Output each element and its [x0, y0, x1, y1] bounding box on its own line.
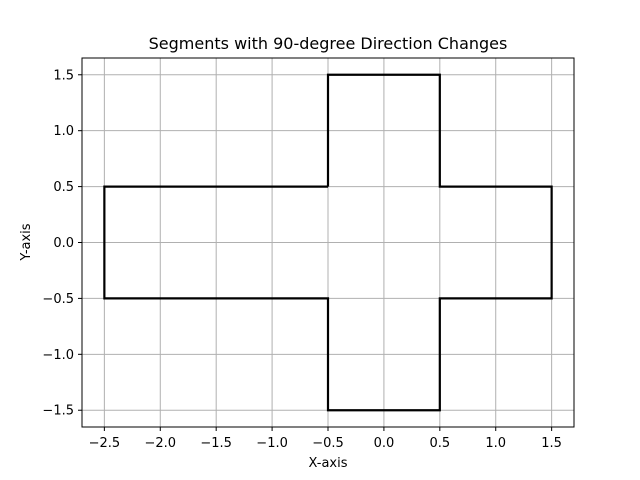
y-tick-label: −0.5 — [42, 292, 74, 307]
series-line — [103, 73, 553, 412]
y-axis-label: Y-axis — [19, 223, 34, 261]
x-axis-ticks: −2.5 −2.0 −1.5 −1.0 −0.5 0.0 0.5 1.0 1.5 — [89, 427, 562, 451]
x-tick-label: −1.5 — [200, 436, 232, 451]
x-tick-label: −2.0 — [144, 436, 176, 451]
x-tick-label: 1.0 — [485, 436, 506, 451]
y-tick-label: −1.0 — [42, 348, 74, 363]
y-tick-label: 0.5 — [53, 180, 74, 195]
y-tick-label: 0.0 — [53, 236, 74, 251]
x-tick-label: 0.5 — [429, 436, 450, 451]
x-axis-label: X-axis — [309, 456, 348, 471]
x-tick-label: −2.5 — [89, 436, 121, 451]
y-axis-ticks: −1.5 −1.0 −0.5 0.0 0.5 1.0 1.5 — [42, 68, 82, 419]
y-tick-label: 1.5 — [53, 68, 74, 83]
y-tick-label: −1.5 — [42, 404, 74, 419]
x-tick-label: −0.5 — [312, 436, 344, 451]
x-tick-label: −1.0 — [256, 436, 288, 451]
series-layer — [103, 73, 553, 412]
y-tick-label: 1.0 — [53, 124, 74, 139]
x-tick-label: 0.0 — [374, 436, 395, 451]
x-tick-label: 1.5 — [541, 436, 562, 451]
chart-title: Segments with 90-degree Direction Change… — [149, 34, 508, 53]
